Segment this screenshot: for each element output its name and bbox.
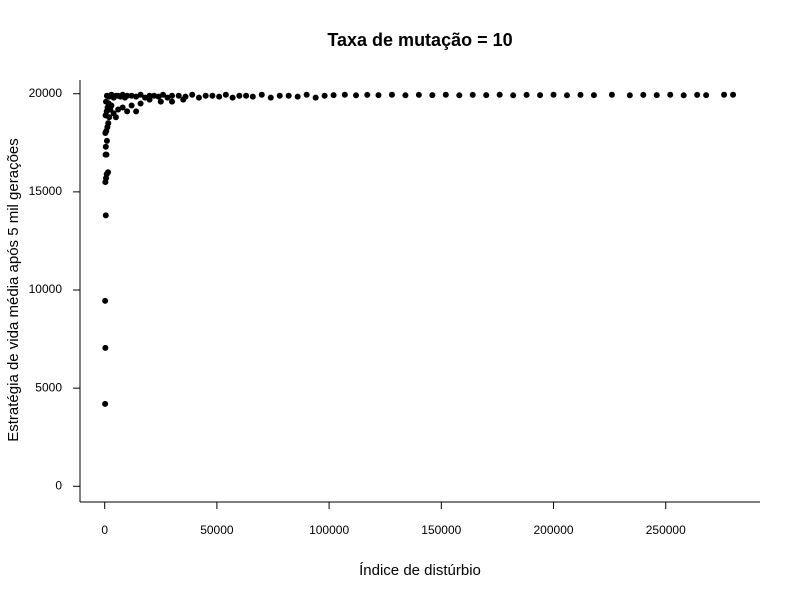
point [730,91,737,98]
point [189,91,196,98]
point [321,92,328,99]
point [608,91,615,98]
y-tick-label: 20000 [29,86,63,100]
point [216,93,223,100]
point [364,91,371,98]
y-tick-label: 15000 [29,184,63,198]
point [312,94,319,101]
point [456,92,463,99]
point [102,212,109,219]
x-axis-label: Índice de distúrbio [359,562,481,579]
point [550,91,557,98]
point [157,98,164,105]
x-tick-label: 250000 [646,523,686,537]
point [703,92,710,99]
point [103,151,110,158]
point [115,106,122,113]
point [653,92,660,99]
y-tick-label: 5000 [35,380,62,394]
point [442,91,449,98]
point [429,92,436,99]
point [195,94,202,101]
point [169,92,176,99]
point [169,98,176,105]
point [680,92,687,99]
point [402,92,409,99]
point [523,91,530,98]
point [137,100,144,107]
y-tick-label: 0 [55,478,62,492]
point [341,91,348,98]
point [537,92,544,99]
point [112,114,119,121]
point [105,169,112,176]
point [243,92,250,99]
x-tick-label: 50000 [200,523,234,537]
point [160,91,167,98]
x-tick-label: 0 [101,523,108,537]
point [667,91,674,98]
point [102,297,109,304]
point [103,98,110,105]
x-tick-label: 200000 [534,523,574,537]
point [209,92,216,99]
point [285,92,292,99]
point [563,92,570,99]
y-tick-label: 10000 [29,282,63,296]
point [249,93,256,100]
point [124,108,131,115]
point [133,108,140,115]
point [483,92,490,99]
x-tick-label: 150000 [421,523,461,537]
point [330,92,337,99]
point [128,102,135,109]
y-axis-label: Estratégia de vida média após 5 mil gera… [5,138,22,442]
point [388,91,395,98]
point [469,91,476,98]
point [415,91,422,98]
point [267,94,274,101]
point [175,92,182,99]
point [229,94,236,101]
point [721,91,728,98]
point [375,92,382,99]
point [496,91,503,98]
point [146,92,153,99]
point [577,91,584,98]
point [694,91,701,98]
chart-title: Taxa de mutação = 10 [327,30,512,50]
point [236,92,243,99]
point [155,93,162,100]
point [640,91,647,98]
point [142,94,149,101]
point [222,91,229,98]
point [119,104,126,111]
point [294,93,301,100]
x-tick-label: 100000 [309,523,349,537]
point [128,92,135,99]
point [103,137,110,144]
point [353,92,360,99]
point [590,92,597,99]
point [202,92,209,99]
point [124,92,131,99]
point [626,92,633,99]
point [137,91,144,98]
point [164,94,171,101]
point [151,92,158,99]
point [510,92,517,99]
point [102,400,109,407]
point [182,93,189,100]
point [102,344,109,351]
point [258,91,265,98]
point [133,93,140,100]
point [303,91,310,98]
point [105,120,112,127]
point [102,143,109,150]
point [276,92,283,99]
